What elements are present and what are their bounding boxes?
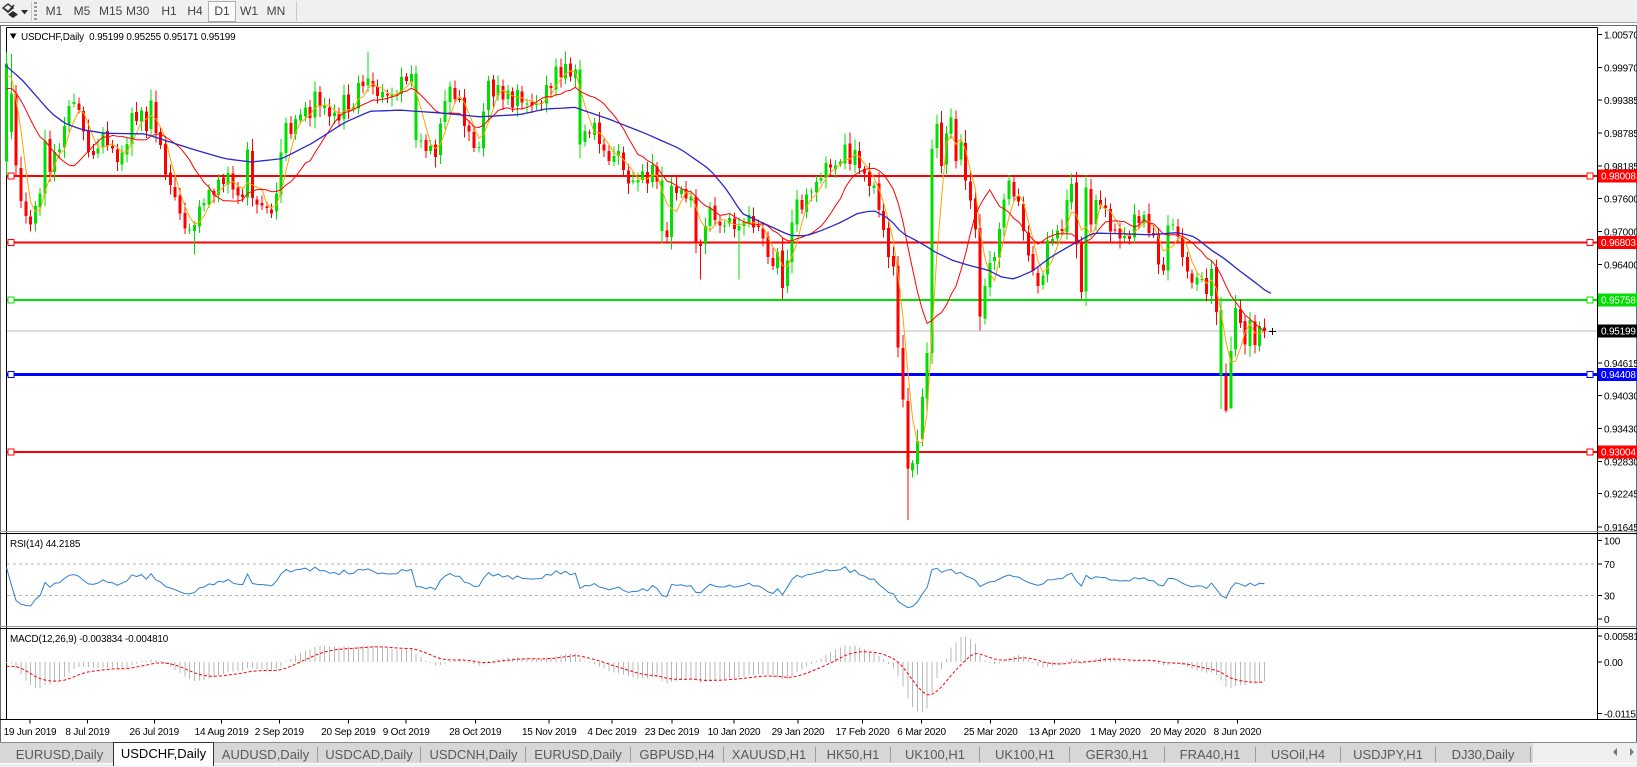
svg-text:-0.011515: -0.011515 (1604, 709, 1637, 720)
svg-text:0.93430: 0.93430 (1604, 424, 1637, 435)
svg-text:0.95758: 0.95758 (1601, 296, 1636, 307)
svg-text:14 Aug 2019: 14 Aug 2019 (195, 727, 250, 738)
svg-text:29 Jan 2020: 29 Jan 2020 (772, 727, 825, 738)
svg-text:0.96803: 0.96803 (1601, 238, 1636, 249)
svg-text:0.005818: 0.005818 (1604, 632, 1637, 643)
svg-text:0.94615: 0.94615 (1604, 359, 1637, 370)
svg-text:28 Oct 2019: 28 Oct 2019 (449, 727, 502, 738)
svg-text:0.92830: 0.92830 (1604, 458, 1637, 469)
svg-text:15 Nov 2019: 15 Nov 2019 (522, 727, 577, 738)
svg-text:6 Mar 2020: 6 Mar 2020 (897, 727, 946, 738)
svg-text:0.94030: 0.94030 (1604, 391, 1637, 402)
svg-text:0.92245: 0.92245 (1604, 490, 1637, 501)
svg-text:1 May 2020: 1 May 2020 (1090, 727, 1141, 738)
svg-text:8 Jun 2020: 8 Jun 2020 (1214, 727, 1262, 738)
svg-text:0.97600: 0.97600 (1604, 194, 1637, 205)
svg-text:0.98785: 0.98785 (1604, 129, 1637, 140)
svg-text:1.00570: 1.00570 (1604, 31, 1637, 42)
svg-text:70: 70 (1604, 560, 1615, 571)
svg-text:100: 100 (1604, 536, 1621, 547)
svg-text:25 Mar 2020: 25 Mar 2020 (964, 727, 1019, 738)
svg-text:4 Dec 2019: 4 Dec 2019 (587, 727, 637, 738)
svg-text:26 Jul 2019: 26 Jul 2019 (130, 727, 180, 738)
svg-text:0.00: 0.00 (1604, 658, 1623, 669)
svg-text:MACD(12,26,9) -0.003834 -0.004: MACD(12,26,9) -0.003834 -0.004810 (10, 634, 169, 645)
svg-text:0.95199: 0.95199 (1601, 326, 1636, 337)
svg-text:0.98008: 0.98008 (1601, 171, 1636, 182)
svg-text:0.94408: 0.94408 (1601, 370, 1636, 381)
svg-text:10 Jan 2020: 10 Jan 2020 (708, 727, 761, 738)
svg-text:2 Sep 2019: 2 Sep 2019 (255, 727, 305, 738)
svg-text:0.97000: 0.97000 (1604, 228, 1637, 239)
svg-text:20 Sep 2019: 20 Sep 2019 (321, 727, 376, 738)
svg-text:30: 30 (1604, 591, 1615, 602)
svg-text:0.99970: 0.99970 (1604, 64, 1637, 75)
svg-text:0.91645: 0.91645 (1604, 523, 1637, 534)
svg-text:8 Jul 2019: 8 Jul 2019 (65, 727, 110, 738)
svg-text:0.98185: 0.98185 (1604, 162, 1637, 173)
svg-text:0.96400: 0.96400 (1604, 261, 1637, 272)
svg-text:19 Jun 2019: 19 Jun 2019 (4, 727, 57, 738)
svg-text:20 May 2020: 20 May 2020 (1150, 727, 1206, 738)
svg-text:0: 0 (1604, 615, 1610, 626)
svg-text:17 Feb 2020: 17 Feb 2020 (836, 727, 891, 738)
svg-text:RSI(14) 44.2185: RSI(14) 44.2185 (10, 539, 81, 550)
svg-text:0.93004: 0.93004 (1601, 447, 1636, 458)
svg-text:13 Apr 2020: 13 Apr 2020 (1029, 727, 1081, 738)
svg-text:USDCHF,Daily 0.95199 0.95255: USDCHF,Daily 0.95199 0.95255 0.95171 0.9… (21, 32, 236, 43)
svg-text:9 Oct 2019: 9 Oct 2019 (383, 727, 431, 738)
svg-text:23 Dec 2019: 23 Dec 2019 (645, 727, 700, 738)
svg-text:0.99385: 0.99385 (1604, 96, 1637, 107)
